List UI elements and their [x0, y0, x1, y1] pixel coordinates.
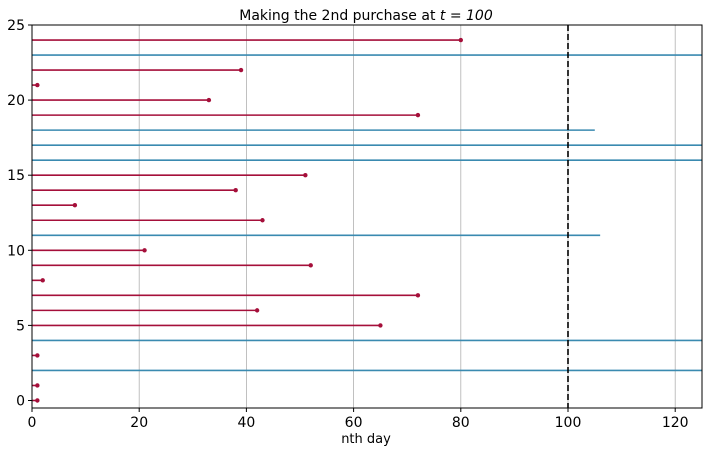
purchase-point	[35, 353, 40, 358]
chart-title: Making the 2nd purchase at t = 100	[239, 8, 493, 24]
ticks: 0 20 40 60 80 100 120 0 5 10 15 20 25	[7, 18, 688, 431]
y-tick-label: 25	[7, 18, 25, 34]
purchase-point	[378, 323, 383, 328]
y-tick-label: 10	[7, 243, 25, 259]
purchase-point	[254, 308, 260, 313]
purchase-point	[35, 82, 40, 88]
purchase-point	[458, 37, 463, 43]
x-tick-label: 120	[662, 415, 689, 431]
x-tick-label: 0	[28, 415, 37, 431]
x-tick-label: 60	[345, 415, 363, 431]
x-tick-label: 100	[555, 415, 582, 431]
purchase-point	[233, 188, 238, 193]
purchase-point	[303, 172, 308, 178]
purchase-point	[238, 67, 244, 73]
plot-frame	[31, 24, 703, 409]
purchase-point	[35, 383, 40, 388]
purchase-point	[308, 263, 313, 268]
x-axis-label: nth day	[341, 432, 391, 447]
y-tick-label: 0	[16, 393, 25, 409]
purchase-point	[40, 278, 45, 283]
purchase-point	[415, 293, 421, 298]
purchase-point	[415, 112, 421, 118]
purchase-point	[35, 398, 40, 403]
y-tick-label: 20	[7, 93, 25, 109]
title-math: t = 100	[440, 8, 493, 24]
purchase-point	[142, 248, 147, 253]
y-tick-label: 15	[7, 168, 25, 184]
grid	[31, 25, 676, 408]
title-text: Making the 2nd purchase at	[239, 8, 440, 24]
x-tick-label: 40	[237, 415, 255, 431]
purchase-point	[260, 218, 265, 223]
x-tick-label: 20	[130, 415, 148, 431]
y-tick-label: 5	[16, 318, 25, 334]
series	[32, 37, 702, 403]
x-tick-label: 80	[452, 415, 470, 431]
purchase-point	[206, 97, 212, 103]
purchase-point	[72, 203, 78, 208]
